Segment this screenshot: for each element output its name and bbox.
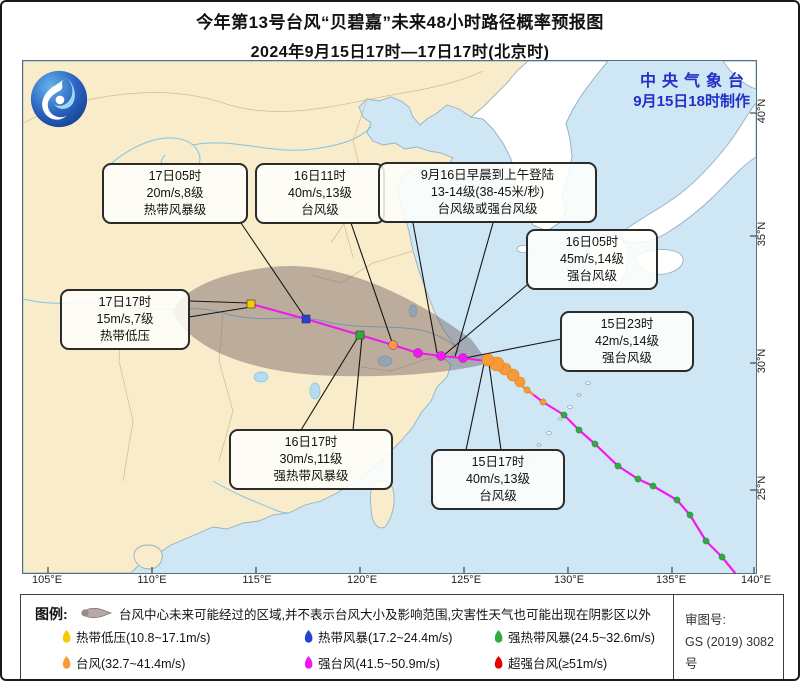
lon-label-125e: 125°E [450, 574, 482, 586]
lat-label-25n: 25°N [756, 475, 768, 501]
japan-hokkaido [722, 61, 756, 90]
legend-cone-text: 台风中心未来可能经过的区域,并不表示台风大小及影响范围,灾害性天气也可能出现在阴… [119, 608, 651, 622]
typhoon-symbol-sty-icon [304, 656, 313, 669]
callout-category: 强台风级 [601, 351, 652, 365]
callout-wind: 20m/s,8级 [146, 186, 204, 200]
callout-time: 15日23时 [600, 317, 654, 331]
callout-time: 15日17时 [471, 455, 525, 469]
legend-item-td: 热带低压(10.8~17.1m/s) [61, 627, 210, 646]
callout-time: 16日11时 [294, 169, 346, 183]
callout-17d05h: 17日05时 20m/s,8级 热带风暴级 [102, 163, 248, 224]
legend-label: 热带风暴(17.2~24.4m/s) [318, 631, 453, 645]
callout-landfall-wind: 13-14级(38-45米/秒) [430, 185, 545, 199]
map-license: 审图号: GS (2019) 3082号 [685, 609, 783, 675]
lat-label-40n: 40°N [756, 98, 768, 124]
callout-time: 16日05时 [565, 235, 619, 249]
agency-produced-time: 9月15日18时制作 [633, 93, 750, 110]
cma-logo [30, 70, 88, 128]
legend-item-ty: 台风(32.7~41.4m/s) [61, 653, 185, 672]
legend-item-ts: 热带风暴(17.2~24.4m/s) [303, 627, 452, 646]
license-number: GS (2019) 3082号 [685, 635, 774, 671]
legend-divider [673, 595, 674, 679]
title-block: 今年第13号台风“贝碧嘉”未来48小时路径概率预报图 2024年9月15日17时… [2, 8, 798, 62]
callout-category: 热带风暴级 [143, 203, 207, 217]
lon-label-110e: 110°E [137, 574, 167, 586]
typhoon-symbol-td-icon [62, 630, 71, 643]
callout-wind: 45m/s,14级 [560, 252, 624, 266]
callout-17d17h: 17日17时 15m/s,7级 热带低压 [60, 289, 190, 350]
forecast-cone [173, 265, 489, 377]
legend-label: 热带低压(10.8~17.1m/s) [76, 631, 211, 645]
lakes [253, 304, 418, 400]
callout-15d23h: 15日23时 42m/s,14级 强台风级 [560, 311, 694, 372]
callout-16d11h: 16日11时 40m/s,13级 台风级 [255, 163, 385, 224]
lat-label-35n: 35°N [756, 221, 768, 247]
callout-category: 台风级 [479, 489, 517, 503]
lat-label-30n: 30°N [756, 348, 768, 374]
legend-label: 强热带风暴(24.5~32.6m/s) [508, 631, 655, 645]
typhoon-symbol-ts-icon [304, 630, 313, 643]
callout-16d05h: 16日05时 45m/s,14级 强台风级 [526, 229, 658, 290]
axis-ticks [47, 112, 756, 573]
typhoon-symbol-super-ty-icon [494, 656, 503, 669]
lon-label-120e: 120°E [346, 574, 378, 586]
page-title: 今年第13号台风“贝碧嘉”未来48小时路径概率预报图 [196, 13, 604, 32]
lon-label-115e: 115°E [242, 574, 272, 586]
callout-category: 强台风级 [566, 269, 617, 283]
lon-label-105e: 105°E [31, 574, 63, 586]
legend-heading: 图例: [35, 606, 68, 622]
callout-landfall: 9月16日早晨到上午登陆 13-14级(38-45米/秒) 台风级或强台风级 [378, 162, 597, 223]
license-label: 审图号: [685, 613, 726, 627]
lon-label-140e: 140°E [740, 574, 772, 586]
callout-wind: 30m/s,11级 [279, 452, 343, 466]
callout-wind: 15m/s,7级 [96, 312, 154, 326]
legend-label: 台风(32.7~41.4m/s) [76, 657, 186, 671]
korea-peninsula [469, 61, 609, 232]
callout-time: 16日17时 [284, 435, 338, 449]
legend-item-super-ty: 超强台风(≥51m/s) [493, 653, 607, 672]
callout-16d17h: 16日17时 30m/s,11级 强热带风暴级 [229, 429, 393, 490]
legend-item-sty: 强台风(41.5~50.9m/s) [303, 653, 440, 672]
callout-pointer-lines [188, 222, 562, 451]
callout-category: 热带低压 [99, 329, 150, 343]
legend-label: 超强台风(≥51m/s) [508, 657, 608, 671]
callout-category: 台风级 [301, 203, 339, 217]
legend-label: 强台风(41.5~50.9m/s) [318, 657, 440, 671]
callout-landfall-category: 台风级或强台风级 [437, 202, 538, 216]
hainan-island [133, 544, 163, 570]
typhoon-symbol-ty-icon [62, 656, 71, 669]
agency-block: 中央气象台 9月15日18时制作 [633, 72, 750, 112]
legend: 图例: 台风中心未来可能经过的区域,并不表示台风大小及影响范围,灾害性天气也可能… [20, 594, 784, 679]
legend-item-sts: 强热带风暴(24.5~32.6m/s) [493, 627, 655, 646]
typhoon-symbol-sts-icon [494, 630, 503, 643]
lon-label-135e: 135°E [655, 574, 687, 586]
track-layer [246, 299, 737, 573]
callout-time: 17日05时 [148, 169, 202, 183]
agency-name: 中央气象台 [639, 73, 750, 90]
callout-wind: 40m/s,13级 [466, 472, 530, 486]
callout-time: 17日17时 [98, 295, 152, 309]
callout-category: 强热带风暴级 [273, 469, 349, 483]
page-subtitle: 2024年9月15日17时—17日17时(北京时) [250, 44, 550, 61]
cone-icon [81, 607, 113, 619]
lon-label-130e: 130°E [553, 574, 585, 586]
callout-landfall-time: 9月16日早晨到上午登陆 [420, 168, 555, 182]
callout-wind: 42m/s,14级 [595, 334, 659, 348]
callout-15d17h: 15日17时 40m/s,13级 台风级 [431, 449, 565, 510]
callout-wind: 40m/s,13级 [288, 186, 352, 200]
